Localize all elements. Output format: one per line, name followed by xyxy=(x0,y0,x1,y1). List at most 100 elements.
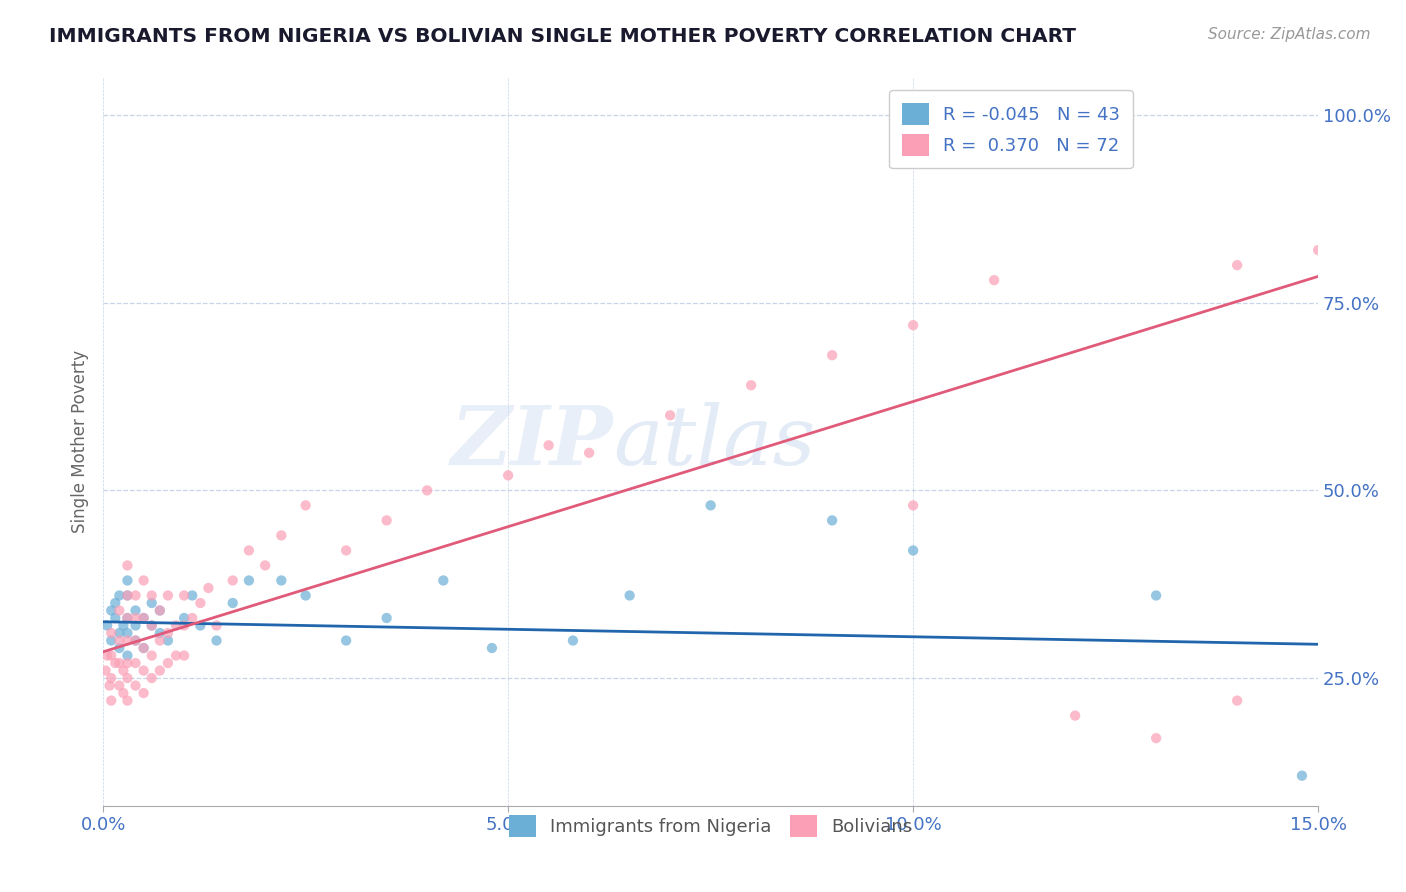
Point xyxy=(132,664,155,678)
Point xyxy=(94,664,117,678)
Point xyxy=(740,378,762,392)
Point xyxy=(254,558,277,573)
Point xyxy=(294,499,316,513)
Point xyxy=(173,589,195,603)
Y-axis label: Single Mother Poverty: Single Mother Poverty xyxy=(72,350,89,533)
Point xyxy=(432,574,454,588)
Point xyxy=(96,648,118,663)
Point xyxy=(112,664,135,678)
Point xyxy=(117,589,139,603)
Point xyxy=(141,618,163,632)
Point xyxy=(141,671,163,685)
Point xyxy=(1291,769,1313,783)
Point xyxy=(96,618,118,632)
Text: IMMIGRANTS FROM NIGERIA VS BOLIVIAN SINGLE MOTHER POVERTY CORRELATION CHART: IMMIGRANTS FROM NIGERIA VS BOLIVIAN SING… xyxy=(49,27,1076,45)
Point xyxy=(416,483,439,498)
Point xyxy=(149,603,172,617)
Point xyxy=(238,574,260,588)
Point xyxy=(222,596,245,610)
Point xyxy=(117,589,139,603)
Legend: Immigrants from Nigeria, Bolivians: Immigrants from Nigeria, Bolivians xyxy=(502,807,920,844)
Point xyxy=(222,574,245,588)
Point xyxy=(108,626,131,640)
Point xyxy=(117,656,139,670)
Point xyxy=(188,618,211,632)
Point xyxy=(561,633,583,648)
Point xyxy=(1144,589,1167,603)
Point xyxy=(149,664,172,678)
Point xyxy=(181,589,204,603)
Point xyxy=(578,446,600,460)
Point xyxy=(141,589,163,603)
Point xyxy=(149,603,172,617)
Text: ZIP: ZIP xyxy=(451,401,613,482)
Point xyxy=(117,611,139,625)
Point xyxy=(124,633,146,648)
Point xyxy=(141,596,163,610)
Point xyxy=(108,656,131,670)
Point xyxy=(173,618,195,632)
Point xyxy=(375,513,398,527)
Point xyxy=(156,589,179,603)
Point xyxy=(117,558,139,573)
Point xyxy=(173,648,195,663)
Point xyxy=(132,574,155,588)
Point xyxy=(124,618,146,632)
Point xyxy=(375,611,398,625)
Point xyxy=(100,603,122,617)
Point xyxy=(100,693,122,707)
Point xyxy=(132,611,155,625)
Point xyxy=(100,671,122,685)
Point xyxy=(108,679,131,693)
Point xyxy=(104,656,127,670)
Point xyxy=(165,648,187,663)
Point xyxy=(1226,693,1249,707)
Point xyxy=(117,648,139,663)
Point xyxy=(117,633,139,648)
Point xyxy=(104,611,127,625)
Point xyxy=(156,656,179,670)
Point xyxy=(132,640,155,655)
Point xyxy=(108,640,131,655)
Point xyxy=(188,596,211,610)
Point xyxy=(112,618,135,632)
Point xyxy=(1064,708,1087,723)
Point xyxy=(149,626,172,640)
Point xyxy=(141,648,163,663)
Point xyxy=(901,499,924,513)
Point xyxy=(181,611,204,625)
Point xyxy=(1226,258,1249,272)
Point xyxy=(104,596,127,610)
Point xyxy=(117,574,139,588)
Point xyxy=(141,618,163,632)
Point xyxy=(901,318,924,333)
Point xyxy=(699,499,721,513)
Text: Source: ZipAtlas.com: Source: ZipAtlas.com xyxy=(1208,27,1371,42)
Point xyxy=(1144,731,1167,746)
Point xyxy=(132,640,155,655)
Text: atlas: atlas xyxy=(613,401,815,482)
Point xyxy=(108,633,131,648)
Point xyxy=(124,633,146,648)
Point xyxy=(112,686,135,700)
Point xyxy=(156,626,179,640)
Point xyxy=(165,618,187,632)
Point xyxy=(124,603,146,617)
Point xyxy=(294,589,316,603)
Point xyxy=(205,633,228,648)
Point xyxy=(117,626,139,640)
Point xyxy=(108,603,131,617)
Point xyxy=(100,648,122,663)
Point xyxy=(270,574,292,588)
Point xyxy=(481,640,503,655)
Point xyxy=(100,633,122,648)
Point xyxy=(132,686,155,700)
Point xyxy=(983,273,1005,287)
Point xyxy=(132,611,155,625)
Point xyxy=(901,543,924,558)
Point xyxy=(821,513,844,527)
Point xyxy=(659,409,682,423)
Point xyxy=(108,589,131,603)
Point xyxy=(100,626,122,640)
Point xyxy=(335,633,357,648)
